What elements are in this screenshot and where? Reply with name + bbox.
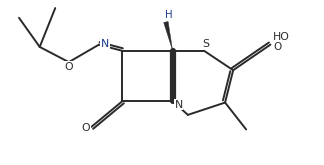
Polygon shape [164, 21, 173, 51]
Text: O: O [64, 62, 73, 72]
Text: N: N [174, 99, 183, 110]
Text: O: O [273, 42, 282, 52]
Text: H: H [165, 10, 172, 20]
Text: O: O [81, 123, 90, 133]
Text: S: S [202, 39, 209, 49]
Text: HO: HO [273, 32, 290, 42]
Text: N: N [101, 39, 109, 49]
